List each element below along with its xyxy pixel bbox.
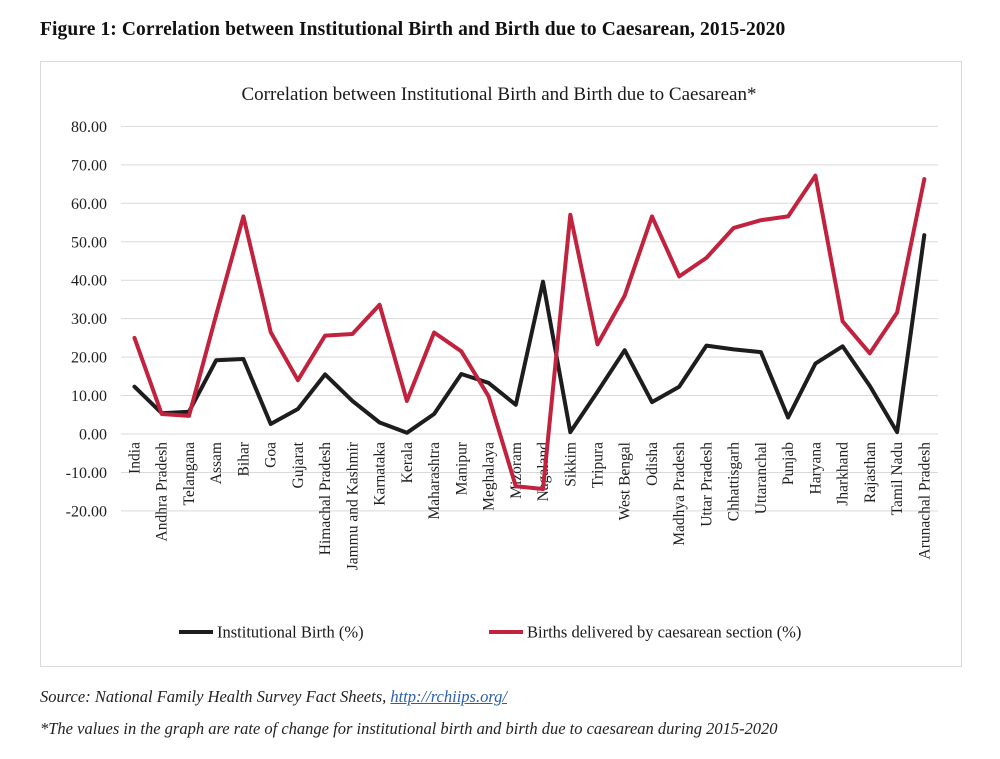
x-category-label: Gujarat [290,441,307,488]
x-category-label: Andhra Pradesh [154,442,171,542]
y-tick-label: -10.00 [66,465,107,482]
y-tick-label: 20.00 [71,350,107,367]
footnote-text: *The values in the graph are rate of cha… [40,719,778,738]
x-category-label: Bihar [235,441,252,476]
line-chart: Correlation between Institutional Birth … [66,84,938,642]
y-tick-label: 50.00 [71,234,107,251]
source-text: Source: National Family Health Survey Fa… [40,687,391,706]
x-category-label: Madhya Pradesh [671,442,688,546]
y-tick-label: 70.00 [71,157,107,174]
x-category-label: Maharashtra [426,442,443,520]
x-category-label: Rajasthan [862,442,879,503]
source-line: Source: National Family Health Survey Fa… [40,687,960,707]
x-category-label: Jammu and Kashmir [344,441,361,570]
x-category-label: India [127,442,144,474]
y-tick-label: -20.00 [66,503,107,520]
x-category-label: Himachal Pradesh [317,442,334,555]
y-tick-label: 40.00 [71,273,107,290]
x-category-label: Assam [208,442,225,484]
y-tick-label: 60.00 [71,196,107,213]
x-category-label: Manipur [453,441,470,495]
x-category-label: Kerala [399,442,416,483]
chart-container: Correlation between Institutional Birth … [40,61,962,667]
x-category-label: Sikkim [562,442,579,487]
series-line-institutional-birth [132,233,927,435]
legend-item: Births delivered by caesarean section (%… [489,623,801,642]
legend-label: Births delivered by caesarean section (%… [527,623,801,642]
x-category-label: Tripura [589,442,606,488]
x-category-label: Haryana [807,442,824,495]
x-category-label: Chhattisgarh [726,442,743,521]
x-category-label: Jharkhand [835,442,852,506]
x-axis-category-labels: India Andhra Pradesh Telangana Assam Bihar Go… [127,441,934,570]
chart-title: Correlation between Institutional Birth … [242,84,757,105]
x-category-label: Uttar Pradesh [698,442,715,527]
x-category-label: Goa [263,442,280,468]
x-category-label: Tamil Nadu [889,442,906,516]
figure-heading: Figure 1: Correlation between Institutio… [40,19,786,40]
source-link[interactable]: http://rchiips.org/ [390,687,507,706]
legend: Institutional Birth (%) Births delivered … [179,623,801,642]
x-category-label: Mizoram [508,442,525,499]
x-category-label: Meghalaya [481,442,498,511]
x-category-label: Arunachal Pradesh [916,442,933,560]
y-tick-label: 10.00 [71,388,107,405]
x-category-label: West Bengal [617,442,634,520]
x-category-label: Punjab [780,442,797,485]
y-tick-label: 30.00 [71,311,107,328]
x-category-label: Telangana [181,442,198,506]
y-tick-label: 0.00 [79,427,107,444]
x-category-label: Uttaranchal [753,442,770,514]
y-tick-label: 80.00 [71,119,107,136]
x-category-label: Odisha [644,442,661,486]
legend-item: Institutional Birth (%) [179,623,364,642]
series-line-caesarean [132,173,927,491]
x-category-label: Karnataka [372,442,389,506]
y-axis-tick-labels: -20.00 -10.00 0.00 10.00 20.00 30.00 40.00 50.0… [66,119,107,521]
legend-label: Institutional Birth (%) [217,623,364,642]
